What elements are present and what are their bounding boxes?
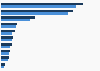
Bar (1, 23, 17, 25)
Bar (1, 19, 30, 21)
Bar (1, 12, 68, 15)
Bar (1, 66, 4, 68)
Bar (1, 36, 13, 39)
Bar (1, 43, 12, 46)
Bar (1, 59, 8, 61)
Bar (1, 5, 76, 8)
Bar (1, 39, 12, 41)
Bar (1, 16, 35, 19)
Bar (1, 25, 16, 28)
Bar (1, 32, 12, 35)
Bar (1, 56, 9, 59)
Bar (1, 46, 10, 48)
Bar (1, 50, 10, 52)
Bar (1, 3, 83, 5)
Bar (1, 63, 5, 66)
Bar (1, 52, 9, 55)
Bar (1, 10, 73, 12)
Bar (1, 30, 15, 32)
